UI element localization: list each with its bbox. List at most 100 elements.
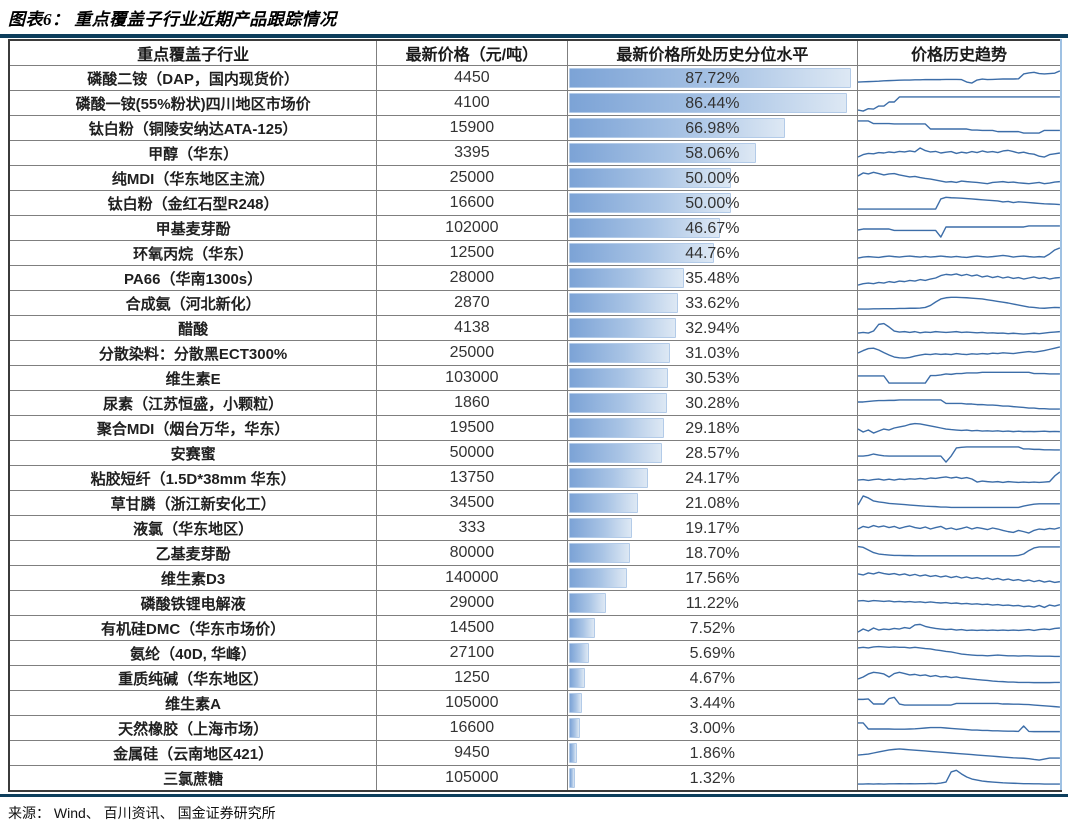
percentile-label: 21.08% xyxy=(685,494,740,512)
table-row: 合成氨（河北新化） 2870 33.62% xyxy=(8,290,1062,316)
title-rule xyxy=(0,34,1068,38)
product-name-cell: 重质纯碱（华东地区） xyxy=(8,665,378,691)
percentile-bar xyxy=(568,68,852,88)
price-cell: 9450 xyxy=(376,740,568,766)
percentile-cell: 18.70% xyxy=(566,540,859,566)
price-cell: 333 xyxy=(376,515,568,541)
trend-cell xyxy=(857,465,1062,491)
product-name-cell: 甲基麦芽酚 xyxy=(8,215,378,241)
trend-sparkline xyxy=(858,616,1060,640)
percentile-cell: 50.00% xyxy=(566,190,859,216)
trend-cell xyxy=(857,140,1062,166)
percentile-cell: 24.17% xyxy=(566,465,859,491)
product-name-cell: 乙基麦芽酚 xyxy=(8,540,378,566)
price-cell: 3395 xyxy=(376,140,568,166)
percentile-bar xyxy=(568,618,595,638)
product-name-cell: 草甘膦（浙江新安化工） xyxy=(8,490,378,516)
percentile-label: 5.69% xyxy=(689,644,735,662)
products-table: 重点覆盖子行业 最新价格（元/吨） 最新价格所处历史分位水平 价格历史趋势 磷酸… xyxy=(8,39,1062,792)
percentile-label: 35.48% xyxy=(685,269,740,287)
source-note: 来源： Wind、 百川资讯、 国金证券研究所 xyxy=(8,805,276,821)
percentile-bar xyxy=(568,343,670,363)
trend-cell xyxy=(857,765,1062,792)
table-row: 磷酸一铵(55%粉状)四川地区市场价 4100 86.44% xyxy=(8,90,1062,116)
table-row: 环氧丙烷（华东） 12500 44.76% xyxy=(8,240,1062,266)
percentile-label: 66.98% xyxy=(685,119,740,137)
trend-sparkline xyxy=(858,491,1060,515)
product-name-cell: 聚合MDI（烟台万华，华东） xyxy=(8,415,378,441)
price-cell: 19500 xyxy=(376,415,568,441)
product-name-cell: 合成氨（河北新化） xyxy=(8,290,378,316)
trend-sparkline xyxy=(858,266,1060,290)
figure-title: 图表6： 重点覆盖子行业近期产品跟踪情况 xyxy=(8,10,337,29)
table-row: 钛白粉（铜陵安纳达ATA-125） 15900 66.98% xyxy=(8,115,1062,141)
percentile-cell: 30.28% xyxy=(566,390,859,416)
percentile-label: 24.17% xyxy=(685,469,740,487)
percentile-bar xyxy=(568,718,581,738)
percentile-bar xyxy=(568,193,731,213)
percentile-label: 7.52% xyxy=(689,619,735,637)
percentile-bar xyxy=(568,293,679,313)
trend-cell xyxy=(857,240,1062,266)
percentile-label: 17.56% xyxy=(685,569,740,587)
percentile-bar xyxy=(568,418,664,438)
percentile-cell: 46.67% xyxy=(566,215,859,241)
table-row: 维生素D3 140000 17.56% xyxy=(8,565,1062,591)
product-name-cell: 维生素D3 xyxy=(8,565,378,591)
percentile-bar xyxy=(568,593,607,613)
percentile-label: 1.32% xyxy=(689,769,735,787)
percentile-bar xyxy=(568,268,685,288)
percentile-bar xyxy=(568,318,676,338)
product-name-cell: 维生素E xyxy=(8,365,378,391)
trend-sparkline xyxy=(858,341,1060,365)
trend-sparkline xyxy=(858,566,1060,590)
table-row: 磷酸二铵（DAP，国内现货价） 4450 87.72% xyxy=(8,65,1062,91)
table-row: 重质纯碱（华东地区） 1250 4.67% xyxy=(8,665,1062,691)
table-row: 维生素A 105000 3.44% xyxy=(8,690,1062,716)
trend-cell xyxy=(857,490,1062,516)
percentile-cell: 5.69% xyxy=(566,640,859,666)
header-subindustry: 重点覆盖子行业 xyxy=(8,39,378,66)
price-cell: 4138 xyxy=(376,315,568,341)
trend-cell xyxy=(857,590,1062,616)
product-name-cell: 有机硅DMC（华东市场价） xyxy=(8,615,378,641)
percentile-label: 87.72% xyxy=(685,69,740,87)
trend-sparkline xyxy=(858,316,1060,340)
percentile-cell: 1.86% xyxy=(566,740,859,766)
percentile-cell: 44.76% xyxy=(566,240,859,266)
trend-cell xyxy=(857,640,1062,666)
trend-sparkline xyxy=(858,241,1060,265)
price-cell: 15900 xyxy=(376,115,568,141)
percentile-label: 30.28% xyxy=(685,394,740,412)
header-trend: 价格历史趋势 xyxy=(857,39,1062,66)
product-name-cell: PA66（华南1300s） xyxy=(8,265,378,291)
product-name-cell: 甲醇（华东） xyxy=(8,140,378,166)
percentile-bar xyxy=(568,168,731,188)
price-cell: 12500 xyxy=(376,240,568,266)
table-row: 氨纶（40D, 华峰） 27100 5.69% xyxy=(8,640,1062,666)
percentile-bar xyxy=(568,493,639,513)
table-row: 纯MDI（华东地区主流） 25000 50.00% xyxy=(8,165,1062,191)
price-cell: 13750 xyxy=(376,465,568,491)
trend-sparkline xyxy=(858,116,1060,140)
table-row: PA66（华南1300s） 28000 35.48% xyxy=(8,265,1062,291)
percentile-bar xyxy=(568,743,577,763)
table-row: 维生素E 103000 30.53% xyxy=(8,365,1062,391)
table-row: 磷酸铁锂电解液 29000 11.22% xyxy=(8,590,1062,616)
percentile-bar xyxy=(568,468,648,488)
price-cell: 140000 xyxy=(376,565,568,591)
trend-cell xyxy=(857,265,1062,291)
trend-sparkline xyxy=(858,591,1060,615)
percentile-cell: 3.44% xyxy=(566,690,859,716)
percentile-label: 50.00% xyxy=(685,194,740,212)
trend-sparkline xyxy=(858,416,1060,440)
product-name-cell: 纯MDI（华东地区主流） xyxy=(8,165,378,191)
trend-sparkline xyxy=(858,666,1060,690)
trend-sparkline xyxy=(858,741,1060,765)
percentile-bar xyxy=(568,543,631,563)
percentile-label: 18.70% xyxy=(685,544,740,562)
trend-cell xyxy=(857,190,1062,216)
percentile-bar xyxy=(568,93,848,113)
trend-cell xyxy=(857,340,1062,366)
price-cell: 4450 xyxy=(376,65,568,91)
